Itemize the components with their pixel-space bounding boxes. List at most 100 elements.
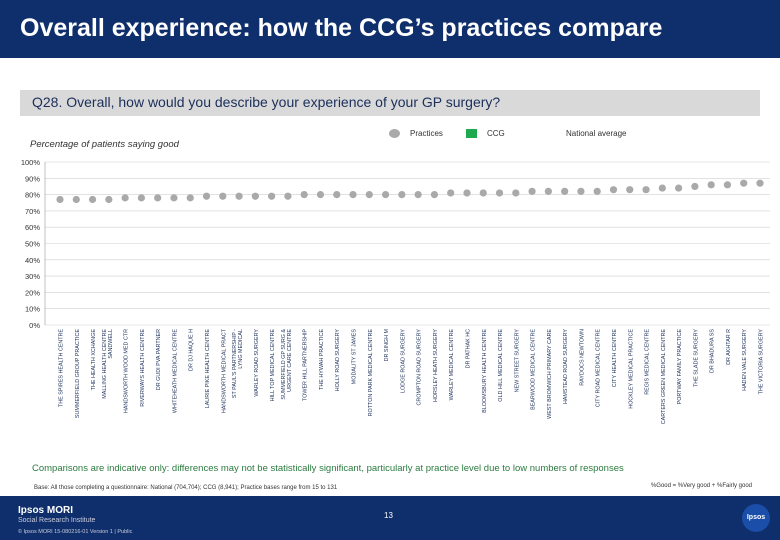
x-tick-label: WEST BROMWICH PRIMARY CARE xyxy=(547,329,553,419)
practice-point xyxy=(154,194,162,202)
practice-point xyxy=(284,192,292,200)
practice-point xyxy=(186,194,194,202)
practice-dot-icon xyxy=(389,129,400,139)
x-tick-label: CROMPTON ROAD SURGERY xyxy=(417,329,423,406)
legend-practices: Practices xyxy=(389,129,443,139)
practice-point xyxy=(349,191,357,199)
y-tick-label: 50% xyxy=(25,240,40,249)
x-tick-label: HOCKLEY MEDICAL PRACTICE xyxy=(628,329,634,409)
footer-bar xyxy=(0,496,780,540)
ipsos-logo-badge: Ipsos xyxy=(742,504,770,532)
ipsos-mori-logo-text: Ipsos MORI xyxy=(18,505,74,516)
practice-point xyxy=(528,187,536,195)
x-tick-label: WARLEY MEDICAL CENTRE xyxy=(449,329,455,401)
practice-point xyxy=(658,184,666,192)
x-tick-label: LODGE ROAD SURGERY xyxy=(400,329,406,393)
y-tick-label: 90% xyxy=(25,174,40,183)
practice-point xyxy=(414,191,422,199)
x-tick-label: HADEN VALE SURGERY xyxy=(742,329,748,391)
x-tick-label: RIVERWAYS HEALTH CENTRE xyxy=(140,329,146,407)
x-tick-label: THE SPIRES HEALTH CENTRE xyxy=(59,329,65,407)
x-tick-label: HANDSWORTH MEDICAL PRACT xyxy=(221,328,227,413)
practice-point xyxy=(333,191,341,199)
x-tick-label: TOWER HILL PARTNERSHIP xyxy=(303,329,309,401)
practice-point xyxy=(707,181,715,189)
x-tick-label: BLOOMSBURY HEALTH CENTRE xyxy=(482,329,488,413)
practice-point xyxy=(479,189,487,197)
y-tick-label: 0% xyxy=(29,321,40,330)
ccg-square-icon xyxy=(466,129,477,139)
practice-point xyxy=(512,189,520,197)
x-tick-label: RAYDOCS NEWTOWN xyxy=(579,329,585,386)
practice-point xyxy=(235,192,243,200)
x-tick-label: MODALITY ST JAMES xyxy=(352,329,358,385)
x-tick-label: DR AKHTAR R xyxy=(726,329,732,365)
practice-point xyxy=(430,191,439,199)
x-tick-label: HILL TOP MEDICAL CENTRE xyxy=(270,329,276,402)
question-box: Q28. Overall, how would you describe you… xyxy=(20,90,760,116)
practice-point xyxy=(365,191,373,199)
practice-point xyxy=(300,191,308,199)
y-tick-label: 40% xyxy=(25,256,40,265)
x-tick-label: REGIS MEDICAL CENTRE xyxy=(645,329,651,395)
chart-subtitle: Percentage of patients saying good xyxy=(30,139,179,150)
legend-national: National average xyxy=(545,129,626,138)
practice-point xyxy=(202,192,211,200)
x-tick-label: CITY HEALTH CENTRE xyxy=(612,329,618,388)
practice-point xyxy=(56,195,64,204)
practice-point xyxy=(447,189,455,197)
x-tick-label: HOLLY ROAD SURGERY xyxy=(335,329,341,392)
x-tick-label: THE HYWAH PRACTICE xyxy=(319,329,325,390)
practice-point xyxy=(251,192,259,200)
practice-point xyxy=(316,191,325,199)
practice-point xyxy=(495,189,504,197)
base-note: Base: All those completing a questionnai… xyxy=(34,485,338,491)
legend-ccg-label: CCG xyxy=(487,129,505,138)
x-tick-label: THE VICTORIA SURGERY xyxy=(759,329,765,395)
practice-point xyxy=(675,184,683,192)
y-tick-label: 10% xyxy=(25,305,40,314)
title-bar: Overall experience: how the CCG’s practi… xyxy=(0,0,780,58)
practice-point xyxy=(398,191,406,199)
practice-point xyxy=(121,194,129,202)
x-tick-label: NEW STREET SURGERY xyxy=(514,329,520,393)
institute-text: Social Research Institute xyxy=(18,517,96,524)
practice-point xyxy=(756,179,764,187)
x-tick-label: SUMMERFIELD GROUP PRACTICE xyxy=(75,329,81,419)
legend-ccg: CCG xyxy=(466,129,505,139)
x-tick-label: WHITEHEATH MEDICAL CENTRE xyxy=(172,329,178,414)
x-tick-label: HANDSWORTH WOOD MED CTR xyxy=(124,329,130,413)
practice-point xyxy=(170,194,178,202)
y-tick-label: 20% xyxy=(25,288,40,297)
copyright-text: © Ipsos MORI 15-080216-01 Version 1 | Pu… xyxy=(18,529,133,535)
x-tick-label: OLD HILL MEDICAL CENTRE xyxy=(498,329,504,402)
x-tick-label: SUMMERFIELD GP SURG &URGENT CARE CENTRE xyxy=(281,329,293,400)
good-definition: %Good = %Very good + %Fairly good xyxy=(650,483,752,489)
x-tick-label: DR SINGH M xyxy=(384,329,390,362)
x-tick-label: CITY ROAD MEDICAL CENTRE xyxy=(596,329,602,408)
practice-point xyxy=(626,186,634,194)
y-tick-label: 80% xyxy=(25,191,40,200)
x-tick-label: DR BHADURA SS xyxy=(710,329,716,373)
x-tick-label: DR PATHAK HC xyxy=(465,329,471,368)
practice-point xyxy=(642,186,650,194)
question-text: Q28. Overall, how would you describe you… xyxy=(32,94,501,110)
x-tick-label: MALLING HEALTH CENTRESANDWELL xyxy=(102,329,114,399)
practice-point xyxy=(137,194,145,202)
practice-point xyxy=(463,189,471,197)
practice-point xyxy=(740,179,748,187)
practice-point xyxy=(381,191,390,199)
x-tick-label: HAMSTEAD ROAD SURGERY xyxy=(563,329,569,404)
x-tick-label: WARLEY ROAD SURGERY xyxy=(254,329,260,397)
y-tick-label: 100% xyxy=(21,158,41,167)
x-tick-label: DR DJ HAQUE H xyxy=(189,329,195,371)
practice-point xyxy=(105,195,113,204)
y-tick-label: 30% xyxy=(25,272,40,281)
practice-point xyxy=(577,187,585,195)
scatter-chart: 0% 10% 20% 30% 40% 50% 60% 70% 80% 90% 100% THE SPI… xyxy=(21,158,770,424)
x-tick-label: THE SLADE SURGERY xyxy=(693,329,699,387)
x-tick-label: THE HEALTH XCHANGE xyxy=(91,329,97,391)
practice-point xyxy=(723,181,732,189)
practice-point xyxy=(561,187,569,195)
